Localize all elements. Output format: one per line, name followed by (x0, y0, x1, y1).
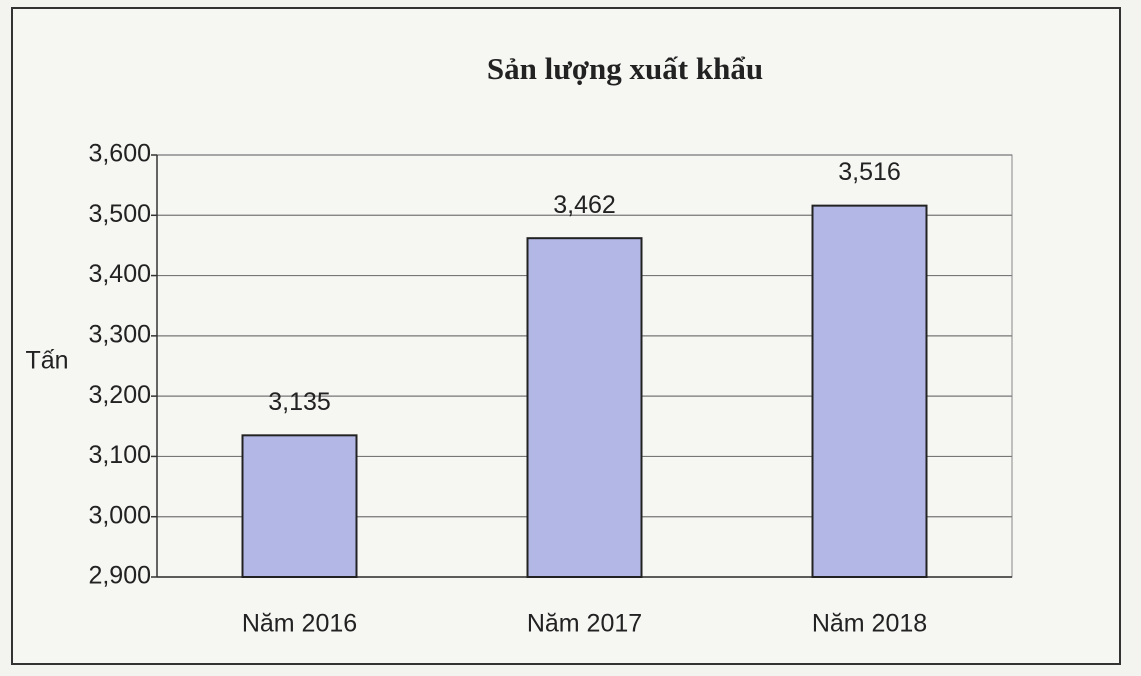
y-tick-label: 3,000 (88, 501, 151, 529)
y-tick-label: 3,400 (88, 260, 151, 288)
y-tick-label: 3,100 (88, 441, 151, 469)
bar (241, 434, 358, 579)
bar (526, 237, 643, 579)
y-axis-label: Tấn (25, 347, 68, 375)
value-label: 3,135 (268, 388, 331, 416)
y-tick-label: 3,600 (88, 140, 151, 168)
value-label: 3,462 (553, 191, 616, 219)
y-tick-label: 3,300 (88, 320, 151, 348)
y-tick-label: 3,500 (88, 200, 151, 228)
x-tick-label: Năm 2017 (527, 610, 642, 638)
value-label: 3,516 (838, 158, 901, 186)
chart-title: Sản lượng xuất khẩu (487, 51, 763, 86)
y-tick-label: 2,900 (88, 562, 151, 590)
bar (811, 204, 928, 578)
x-tick-label: Năm 2016 (242, 610, 357, 638)
y-tick-label: 3,200 (88, 381, 151, 409)
x-tick-label: Năm 2018 (812, 610, 927, 638)
